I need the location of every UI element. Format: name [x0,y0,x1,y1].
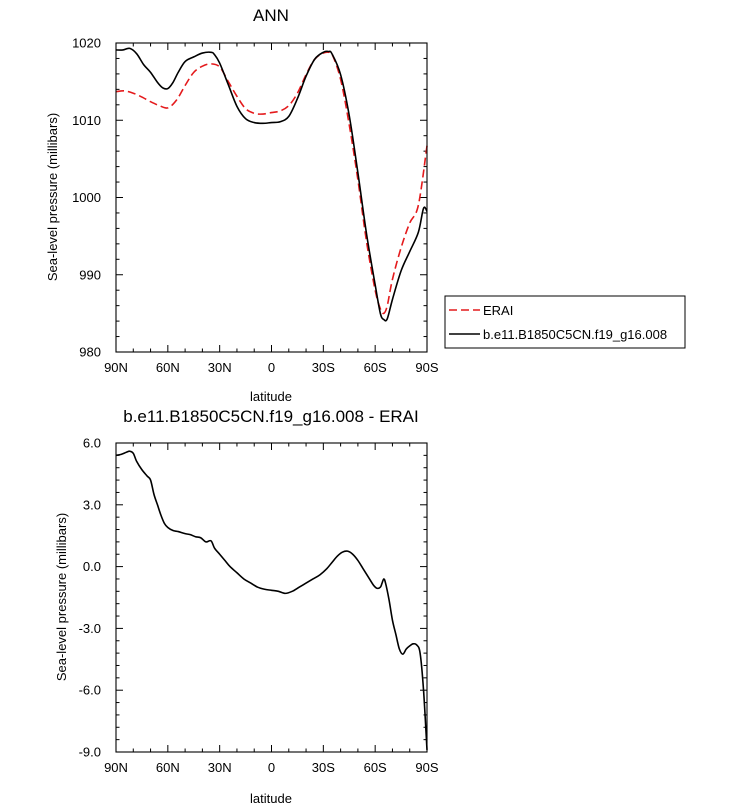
top-chart: ANN 90N 60N 30N 0 30S 60S 90S 980 990 1000 1010 10… [45,6,686,404]
bottom-chart-frame [115,442,428,753]
top-chart-x-tick-label: 0 [268,360,275,375]
bottom-chart-x-tick-labels: 90N 60N 30N 0 30S 60S 90S [104,760,439,775]
legend: ERAI b.e11.B1850C5CN.f19_g16.008 [444,295,686,349]
bottom-chart-x-tick-label: 90S [415,760,438,775]
top-chart-y-tick-label: 980 [79,345,101,360]
bottom-chart-y-tick-label: 6.0 [83,436,101,451]
top-chart-x-tick-label: 30S [312,360,335,375]
bottom-chart-y-tick-label: -9.0 [79,745,101,760]
top-chart-ticks [115,42,428,353]
bottom-chart-x-tick-label: 30S [312,760,335,775]
bottom-chart-y-axis-label: Sea-level pressure (millibars) [54,513,69,681]
legend-label-model: b.e11.B1850C5CN.f19_g16.008 [483,327,667,342]
legend-box [444,295,686,349]
top-chart-frame [115,42,428,353]
bottom-chart-y-tick-label: -6.0 [79,683,101,698]
top-chart-x-tick-label: 90S [415,360,438,375]
bottom-chart-y-tick-label: 3.0 [83,497,101,512]
top-chart-x-axis-label: latitude [250,389,292,404]
bottom-chart-x-axis-label: latitude [250,791,292,806]
top-chart-x-tick-label: 60N [156,360,180,375]
top-chart-x-tick-labels: 90N 60N 30N 0 30S 60S 90S [104,360,439,375]
bottom-chart-x-tick-label: 60N [156,760,180,775]
bottom-chart-y-tick-label: 0.0 [83,559,101,574]
top-chart-y-axis-label: Sea-level pressure (millibars) [45,113,60,281]
top-chart-x-tick-label: 30N [208,360,232,375]
bottom-chart-plot-area [115,450,428,750]
bottom-chart-y-tick-labels: 6.0 3.0 0.0 -3.0 -6.0 -9.0 [79,436,101,760]
bottom-chart-title: b.e11.B1850C5CN.f19_g16.008 - ERAI [123,407,419,426]
bottom-series-diff-line [115,450,428,750]
top-chart-title: ANN [253,6,289,25]
top-chart-plot-area [115,47,428,322]
top-chart-x-tick-label: 90N [104,360,128,375]
top-chart-y-tick-label: 990 [79,267,101,282]
legend-label-erai: ERAI [483,303,513,318]
top-chart-y-tick-label: 1010 [72,113,101,128]
top-series-model-line [115,47,428,322]
bottom-chart-x-tick-label: 0 [268,760,275,775]
bottom-chart-y-tick-label: -3.0 [79,621,101,636]
bottom-chart-x-tick-label: 30N [208,760,232,775]
bottom-chart-ticks [115,442,428,753]
bottom-chart: b.e11.B1850C5CN.f19_g16.008 - ERAI 90N 60… [54,407,439,806]
top-series-erai-line [115,50,428,315]
bottom-chart-x-tick-label: 90N [104,760,128,775]
top-chart-y-tick-label: 1020 [72,36,101,51]
bottom-chart-x-tick-label: 60S [364,760,387,775]
top-chart-y-tick-labels: 980 990 1000 1010 1020 [72,36,101,360]
top-chart-y-tick-label: 1000 [72,190,101,205]
top-chart-x-tick-label: 60S [364,360,387,375]
